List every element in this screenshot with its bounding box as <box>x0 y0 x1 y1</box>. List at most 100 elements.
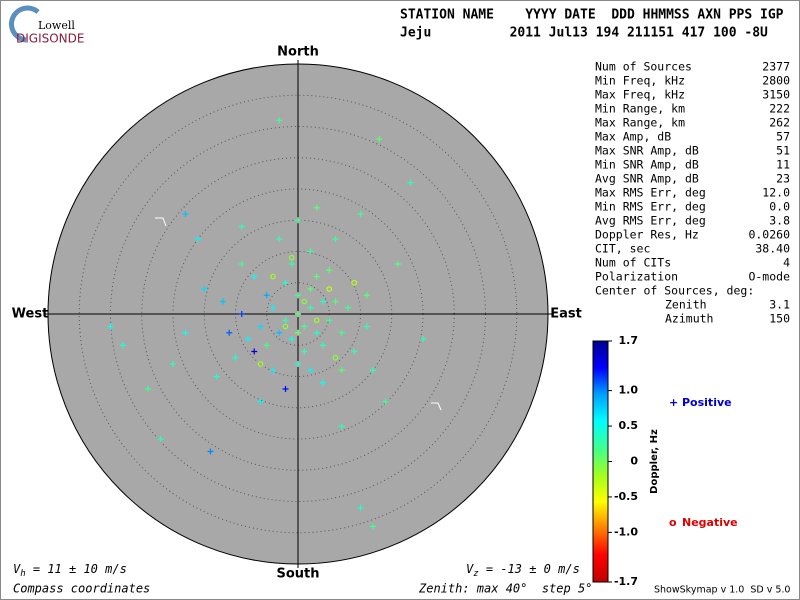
source-positive <box>288 261 295 267</box>
source-negative <box>288 254 295 261</box>
stat-label: Avg SNR Amp, dB <box>595 172 699 186</box>
source-positive <box>313 204 320 211</box>
center-title: Center of Sources, deg: <box>595 284 754 298</box>
vh: Vh = 11 ± 10 m/s <box>13 562 127 579</box>
colorbar-title: Doppler, Hz <box>649 429 660 494</box>
source-positive <box>357 211 364 217</box>
compass-east: East <box>550 307 582 322</box>
source-positive <box>245 336 251 342</box>
stat-value: 222 <box>769 102 790 116</box>
stat-label: Max Amp, dB <box>595 130 671 144</box>
source-positive <box>282 279 289 286</box>
stat-label: Num of Sources <box>595 60 692 74</box>
source-negative <box>351 279 358 286</box>
source-positive <box>195 236 201 242</box>
stat-value: 12.0 <box>762 186 790 200</box>
stat-value: 0.0 <box>769 200 790 214</box>
colorbar-label: -1.0 <box>614 525 638 538</box>
stat-label: Min Range, km <box>595 102 685 116</box>
source-positive <box>307 304 314 311</box>
source-positive <box>207 448 214 455</box>
source-positive <box>338 329 345 336</box>
source-positive <box>120 342 126 349</box>
source-positive <box>395 261 401 267</box>
source-positive <box>282 386 289 392</box>
source-negative <box>301 298 308 305</box>
stat-value: 3.8 <box>769 214 790 228</box>
source-positive <box>307 248 314 255</box>
colorbar-label: -0.5 <box>614 490 638 503</box>
source-positive <box>107 323 114 330</box>
header-values: Jeju 2011 Jul13 194 211151 417 100 -8U <box>400 26 768 41</box>
source-positive <box>313 329 320 336</box>
source-positive <box>363 292 370 299</box>
source-positive <box>238 311 245 317</box>
source-negative <box>313 317 320 324</box>
source-positive <box>238 223 245 230</box>
legend-label: Positive <box>682 396 732 409</box>
center-value: 3.1 <box>769 298 790 312</box>
source-positive <box>238 261 245 267</box>
source-positive <box>276 117 283 124</box>
source-positive <box>370 367 376 374</box>
source-positive <box>295 292 301 299</box>
source-positive <box>345 304 351 311</box>
source-positive <box>170 361 176 367</box>
source-positive <box>282 317 289 324</box>
source-negative <box>332 354 339 361</box>
stat-value: 38.40 <box>755 242 790 256</box>
source-positive <box>270 304 276 311</box>
source-positive <box>295 217 301 224</box>
source-positive <box>407 179 414 186</box>
source-positive <box>332 298 339 305</box>
source-positive <box>301 323 308 330</box>
source-positive <box>357 504 364 511</box>
marker <box>155 217 167 227</box>
source-positive <box>313 273 320 280</box>
colorbar-label: 1.7 <box>619 334 639 347</box>
stat-value: 3150 <box>762 88 790 102</box>
source-positive <box>270 367 276 374</box>
source-positive <box>295 311 301 317</box>
source-positive <box>288 336 295 342</box>
source-positive <box>363 323 370 330</box>
stat-label: Max SNR Amp, dB <box>595 144 699 158</box>
stat-value: 51 <box>776 144 790 158</box>
source-positive <box>376 136 383 142</box>
source-positive <box>326 267 333 274</box>
stat-value: 2377 <box>762 60 790 74</box>
version: ShowSkymap v 1.0 SD v 5.0 <box>654 585 790 596</box>
source-positive <box>263 342 270 349</box>
stat-label: CIT, sec <box>595 242 650 256</box>
source-positive <box>201 286 208 292</box>
stat-value: 0.0260 <box>748 228 790 242</box>
stat-value: 262 <box>769 116 790 130</box>
logo-swirl <box>9 5 40 43</box>
source-positive <box>320 298 326 305</box>
source-negative <box>257 361 264 367</box>
source-positive <box>226 329 233 336</box>
center-label: Zenith <box>665 298 707 312</box>
source-positive <box>232 354 239 361</box>
source-positive <box>295 361 301 367</box>
source-positive <box>351 348 358 355</box>
compass-north: North <box>277 45 319 60</box>
logo-top: Lowell <box>38 19 75 32</box>
source-positive <box>338 367 345 374</box>
colorbar <box>592 340 609 583</box>
source-positive <box>251 348 258 355</box>
source-positive <box>157 436 164 442</box>
source-positive <box>220 298 226 305</box>
source-positive <box>320 379 326 386</box>
legend-label: Negative <box>682 516 738 529</box>
center-value: 150 <box>769 312 790 326</box>
vz: Vz = -13 ± 0 m/s <box>466 562 580 579</box>
source-positive <box>276 329 283 336</box>
source-positive <box>213 373 220 380</box>
stat-label: Num of CITs <box>595 256 671 270</box>
source-positive <box>145 386 151 392</box>
source-positive <box>420 336 426 342</box>
stat-value: O-mode <box>748 270 790 284</box>
source-positive <box>370 523 376 530</box>
stat-label: Doppler Res, Hz <box>595 228 699 242</box>
